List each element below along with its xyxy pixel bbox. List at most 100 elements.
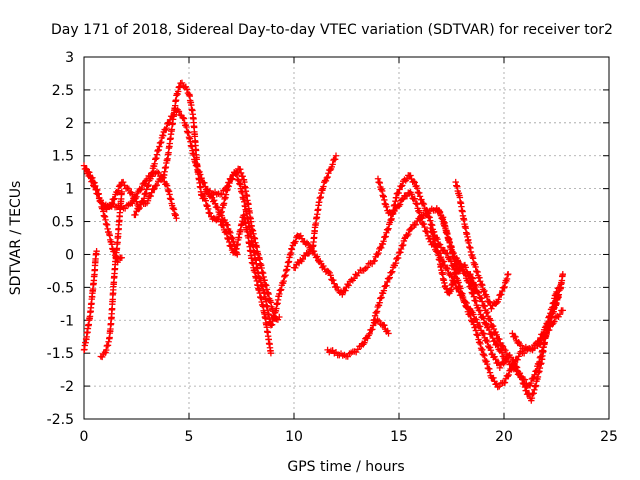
data-point (496, 383, 503, 390)
data-point (477, 278, 484, 285)
data-point (364, 335, 371, 342)
data-point (456, 268, 464, 275)
data-point (486, 298, 493, 305)
data-point (397, 245, 405, 253)
data-point (348, 276, 355, 283)
data-point (399, 242, 406, 249)
data-point (512, 363, 520, 370)
data-point (363, 264, 371, 271)
y-tick-label: 3 (65, 50, 74, 66)
data-point (166, 119, 173, 127)
data-point (135, 205, 142, 213)
data-point (228, 176, 235, 183)
data-point (320, 183, 327, 190)
data-point (218, 212, 225, 219)
data-point (512, 333, 519, 341)
data-point (463, 299, 470, 307)
data-point (519, 375, 526, 383)
data-point (416, 189, 423, 197)
data-point (125, 185, 132, 193)
series-track-6 (131, 106, 241, 258)
data-point (419, 200, 427, 207)
data-point (394, 254, 402, 262)
data-point (226, 179, 233, 187)
data-point (385, 330, 392, 337)
data-point (502, 356, 510, 363)
data-point (412, 221, 419, 228)
data-point (496, 335, 503, 343)
data-point (324, 173, 331, 181)
data-point (469, 275, 477, 282)
data-point (163, 182, 171, 189)
data-point (331, 280, 338, 287)
y-tick-label: -2.5 (47, 412, 74, 428)
x-axis-label: GPS time / hours (287, 459, 404, 475)
series-track-16 (467, 271, 562, 404)
data-point (507, 361, 515, 368)
data-point (229, 175, 236, 183)
data-point (371, 257, 378, 264)
data-point (559, 271, 566, 278)
y-tick-label: -1 (60, 313, 74, 329)
data-point (326, 167, 334, 174)
data-point (299, 255, 307, 263)
series-track-8 (217, 212, 275, 357)
data-point (330, 276, 337, 284)
data-point (470, 293, 478, 300)
data-point (388, 269, 395, 276)
data-point (178, 79, 186, 87)
data-point (531, 371, 538, 378)
series-track-5 (101, 168, 180, 222)
data-point (369, 326, 376, 333)
data-point (472, 297, 480, 305)
series-track-12 (374, 175, 510, 372)
data-point (541, 324, 549, 331)
y-tick-label: -1.5 (47, 346, 74, 362)
data-point (521, 380, 528, 387)
data-point (111, 195, 118, 202)
data-point (389, 210, 397, 218)
data-point (436, 208, 444, 216)
data-point (267, 349, 275, 357)
data-point (89, 178, 97, 186)
data-point (537, 334, 544, 342)
series-track-10 (324, 316, 392, 360)
data-point (213, 203, 221, 211)
data-point (288, 246, 296, 253)
data-point (516, 369, 524, 377)
data-point (478, 295, 485, 302)
series-track-9 (290, 152, 340, 272)
series-track-4 (97, 188, 125, 361)
data-point (214, 204, 221, 212)
data-point (345, 282, 352, 289)
data-point (481, 287, 488, 295)
data-point (556, 311, 564, 318)
data-point (484, 324, 492, 331)
data-point (421, 223, 428, 231)
data-point (408, 191, 415, 198)
data-point (386, 274, 393, 281)
y-tick-label: -0.5 (47, 280, 74, 296)
data-point (380, 238, 387, 245)
data-point (89, 174, 96, 181)
data-point (470, 311, 477, 318)
data-point (91, 179, 98, 186)
data-point (523, 387, 530, 394)
data-point (462, 299, 469, 306)
y-tick-label: 2 (65, 116, 74, 132)
data-point (389, 268, 396, 275)
data-point (468, 274, 476, 281)
data-point (495, 296, 502, 303)
data-point (383, 282, 390, 289)
data-point (194, 163, 201, 170)
data-point (436, 241, 444, 248)
data-point (488, 305, 495, 312)
data-point (498, 349, 506, 356)
data-point (198, 174, 205, 182)
data-point (221, 216, 228, 224)
data-point (366, 330, 373, 337)
data-point (540, 330, 547, 338)
data-point (92, 182, 99, 190)
grid-lines (84, 57, 609, 419)
data-point (197, 171, 204, 178)
